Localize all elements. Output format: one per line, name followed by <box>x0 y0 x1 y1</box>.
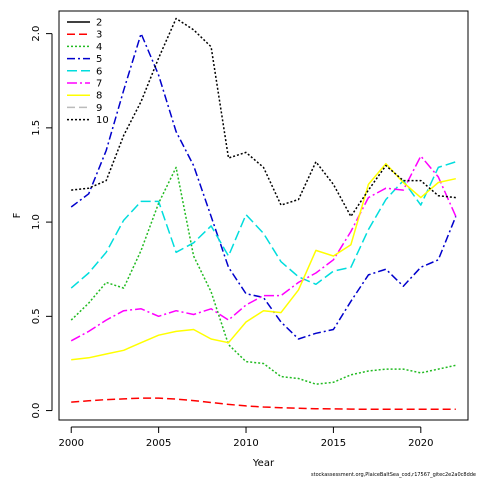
series-line-6 <box>70 161 457 289</box>
legend-label: 9 <box>96 103 102 114</box>
y-axis: 0.0 0.5 1.0 1.5 2.0 <box>31 26 53 419</box>
x-tick-label: 2000 <box>59 438 84 449</box>
series-line-5 <box>70 32 457 340</box>
x-axis: 2000 2005 2010 2015 2020 <box>59 426 434 449</box>
series-lines <box>70 17 457 411</box>
y-tick-label: 2.0 <box>31 26 42 42</box>
series-line-3 <box>71 397 456 411</box>
legend-label: 5 <box>96 54 102 65</box>
series-line-10 <box>71 17 456 218</box>
legend-label: 10 <box>96 115 109 126</box>
y-tick-label: 0.5 <box>31 308 42 324</box>
legend-label: 2 <box>96 18 102 29</box>
legend-label: 4 <box>96 42 102 53</box>
legend-label: 8 <box>96 91 102 102</box>
series-line-4 <box>70 166 456 385</box>
legend-label: 3 <box>96 30 102 41</box>
y-tick-label: 1.5 <box>31 120 42 136</box>
series-line-8 <box>71 162 456 361</box>
x-tick-label: 2010 <box>233 438 258 449</box>
y-tick-label: 0.0 <box>31 403 42 419</box>
x-tick-label: 2005 <box>146 438 171 449</box>
x-tick-label: 2020 <box>408 438 433 449</box>
y-tick-label: 1.0 <box>31 214 42 230</box>
x-tick-label: 2015 <box>321 438 346 449</box>
plot-frame <box>58 10 469 421</box>
x-axis-label: Year <box>252 458 275 469</box>
footer-text: stockassessment.org,PlaiceBaltSea_cod,r1… <box>311 472 476 478</box>
y-axis-label: F <box>12 212 23 218</box>
legend-label: 7 <box>96 79 102 90</box>
series-line-7 <box>70 155 457 342</box>
legend-label: 6 <box>96 66 102 77</box>
